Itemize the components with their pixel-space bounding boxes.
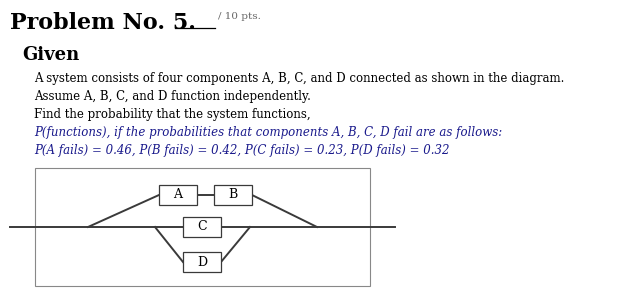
Text: C: C	[197, 221, 207, 234]
Text: Assume A, B, C, and D function independently.: Assume A, B, C, and D function independe…	[34, 90, 311, 103]
Text: Problem No. 5.: Problem No. 5.	[10, 12, 196, 34]
Text: Given: Given	[22, 46, 80, 64]
Bar	[214, 185, 252, 205]
Text: B: B	[228, 189, 238, 202]
Bar	[35, 168, 370, 286]
Text: P(​functions), if the probabilities that components A, B, C, D fail are as follo: P(​functions), if the probabilities that…	[34, 126, 502, 139]
Text: A system consists of four components A, B, C, and D connected as shown in the di: A system consists of four components A, …	[34, 72, 564, 85]
Text: / 10 pts.: / 10 pts.	[218, 12, 261, 21]
Text: D: D	[197, 255, 207, 268]
Text: A: A	[174, 189, 182, 202]
Bar	[183, 252, 221, 272]
Bar	[183, 217, 221, 237]
Text: Find the probability that the system functions,: Find the probability that the system fun…	[34, 108, 310, 121]
Bar	[159, 185, 197, 205]
Text: P(A ​fails) = 0.46, P(B ​fails) = 0.42, P(C ​fails) = 0.23, P(D ​fails) = 0.32: P(A ​fails) = 0.46, P(B ​fails) = 0.42, …	[34, 144, 449, 157]
